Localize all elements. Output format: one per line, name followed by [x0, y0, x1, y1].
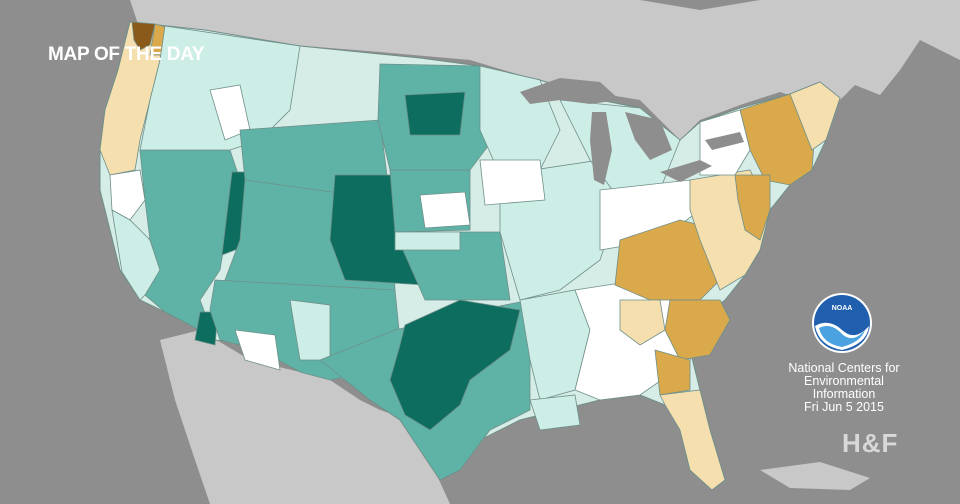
credit-line-1: National Centers for	[788, 361, 900, 375]
region-ca-north-white	[109, 169, 146, 221]
canada-landmass	[130, 0, 960, 140]
logo-text: NOAA	[832, 305, 853, 312]
credit-line-3: Information	[812, 387, 876, 401]
region-georgia-mid	[654, 349, 691, 396]
credit-block: National Centers for Environmental Infor…	[784, 362, 904, 414]
region-wa-dark	[131, 21, 156, 51]
lake-michigan	[590, 112, 612, 185]
region-nd-dark	[404, 91, 466, 136]
credit-date: Fri Jun 5 2015	[804, 400, 884, 414]
regions	[99, 21, 841, 491]
mexico-landmass	[160, 330, 450, 504]
region-ne-white	[419, 191, 471, 229]
credit-line-2: Environmental	[804, 374, 884, 388]
page-title: MAP OF THE DAY	[48, 44, 205, 65]
region-gulf-light	[619, 299, 666, 346]
region-florida-light	[659, 389, 726, 491]
region-az-south-white	[234, 329, 281, 371]
lake-superior	[520, 78, 620, 104]
lake-ontario	[705, 132, 744, 150]
region-kansas-light	[394, 231, 461, 251]
region-maine-light	[789, 81, 841, 151]
region-texas-dark	[389, 299, 521, 431]
noaa-logo: NOAA	[812, 293, 872, 353]
region-iowa-white	[479, 159, 546, 206]
region-mid-atlantic-mid	[734, 174, 771, 241]
brand-watermark: H&F	[842, 428, 899, 458]
region-louisiana-light	[529, 394, 581, 431]
lake-erie	[660, 160, 712, 182]
lake-huron	[625, 112, 672, 160]
cuba-landmass	[760, 462, 870, 490]
great-lakes	[520, 78, 744, 185]
